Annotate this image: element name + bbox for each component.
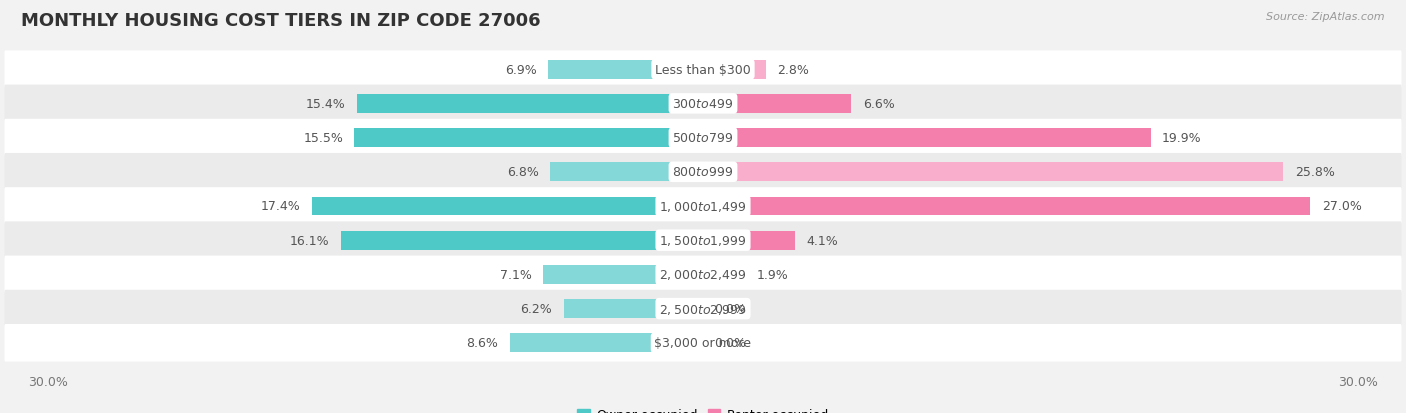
Bar (340, 231, 703, 250)
Text: 6.8%: 6.8% (508, 166, 538, 179)
Text: 30.0%: 30.0% (28, 375, 67, 388)
FancyBboxPatch shape (4, 256, 1402, 294)
FancyBboxPatch shape (4, 222, 1402, 259)
Text: 1.9%: 1.9% (756, 268, 789, 281)
Text: 6.2%: 6.2% (520, 302, 553, 316)
Bar (703, 61, 766, 79)
Text: $300 to $499: $300 to $499 (672, 97, 734, 111)
Text: MONTHLY HOUSING COST TIERS IN ZIP CODE 27006: MONTHLY HOUSING COST TIERS IN ZIP CODE 2… (21, 12, 541, 30)
Bar (703, 197, 1310, 216)
Text: 16.1%: 16.1% (290, 234, 329, 247)
Bar (354, 129, 703, 148)
Bar (312, 197, 703, 216)
Text: 0.0%: 0.0% (714, 302, 747, 316)
Bar (543, 265, 703, 284)
FancyBboxPatch shape (4, 85, 1402, 123)
Text: $1,500 to $1,999: $1,500 to $1,999 (659, 234, 747, 248)
Text: $1,000 to $1,499: $1,000 to $1,499 (659, 199, 747, 214)
Text: 7.1%: 7.1% (501, 268, 531, 281)
Text: Source: ZipAtlas.com: Source: ZipAtlas.com (1267, 12, 1385, 22)
Bar (703, 95, 852, 114)
Text: $2,000 to $2,499: $2,000 to $2,499 (659, 268, 747, 282)
Text: 2.8%: 2.8% (778, 64, 808, 76)
Bar (357, 95, 703, 114)
Legend: Owner-occupied, Renter-occupied: Owner-occupied, Renter-occupied (572, 404, 834, 413)
Text: 15.5%: 15.5% (304, 132, 343, 145)
Text: 17.4%: 17.4% (260, 200, 301, 213)
FancyBboxPatch shape (4, 188, 1402, 225)
Text: $500 to $799: $500 to $799 (672, 132, 734, 145)
Text: Less than $300: Less than $300 (655, 64, 751, 76)
Text: 30.0%: 30.0% (1339, 375, 1378, 388)
Text: $2,500 to $2,999: $2,500 to $2,999 (659, 302, 747, 316)
Bar (703, 129, 1150, 148)
Bar (509, 334, 703, 352)
Text: 6.9%: 6.9% (505, 64, 537, 76)
Text: 6.6%: 6.6% (863, 97, 894, 111)
Text: 19.9%: 19.9% (1161, 132, 1202, 145)
Text: 27.0%: 27.0% (1322, 200, 1361, 213)
Text: 8.6%: 8.6% (467, 337, 498, 349)
FancyBboxPatch shape (4, 119, 1402, 157)
Text: $3,000 or more: $3,000 or more (655, 337, 751, 349)
Bar (703, 231, 796, 250)
FancyBboxPatch shape (4, 51, 1402, 89)
FancyBboxPatch shape (4, 290, 1402, 328)
Bar (550, 163, 703, 182)
Bar (703, 163, 1284, 182)
Bar (703, 265, 745, 284)
FancyBboxPatch shape (4, 154, 1402, 191)
Text: 25.8%: 25.8% (1295, 166, 1334, 179)
Bar (548, 61, 703, 79)
Text: 15.4%: 15.4% (305, 97, 346, 111)
Text: 4.1%: 4.1% (807, 234, 838, 247)
Text: 0.0%: 0.0% (714, 337, 747, 349)
Text: $800 to $999: $800 to $999 (672, 166, 734, 179)
FancyBboxPatch shape (4, 324, 1402, 362)
Bar (564, 299, 703, 318)
